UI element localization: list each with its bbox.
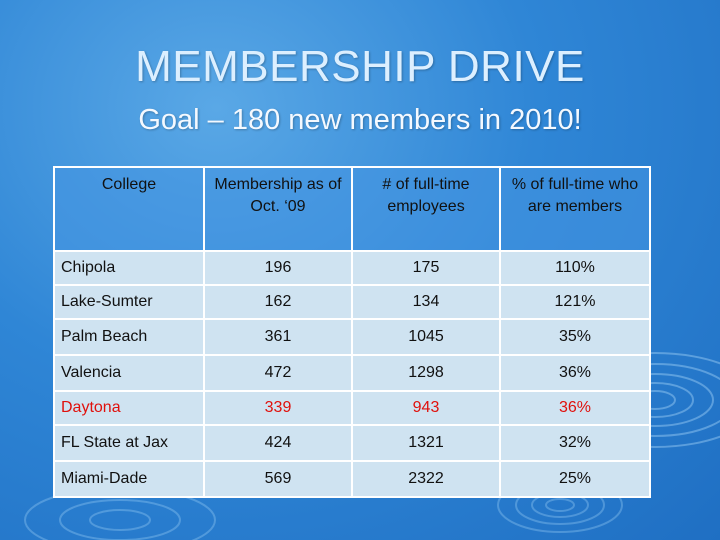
table-row: Lake-Sumter 162 134 121% (53, 284, 651, 320)
column-header-membership: Membership as of Oct. ‘09 (203, 166, 353, 252)
employees-cell: 1298 (351, 354, 501, 392)
membership-table: College Membership as of Oct. ‘09 # of f… (53, 166, 651, 498)
membership-cell: 339 (203, 390, 353, 426)
percent-cell: 36% (499, 354, 651, 392)
employees-cell: 943 (351, 390, 501, 426)
percent-cell: 35% (499, 318, 651, 356)
membership-cell: 361 (203, 318, 353, 356)
table-header-row: College Membership as of Oct. ‘09 # of f… (53, 166, 651, 252)
membership-cell: 472 (203, 354, 353, 392)
college-cell: Miami-Dade (53, 460, 205, 498)
membership-cell: 424 (203, 424, 353, 462)
table-row: Palm Beach 361 1045 35% (53, 318, 651, 356)
employees-cell: 1321 (351, 424, 501, 462)
slide-subtitle: Goal – 180 new members in 2010! (138, 104, 582, 136)
college-cell: FL State at Jax (53, 424, 205, 462)
college-cell: Chipola (53, 250, 205, 286)
employees-cell: 2322 (351, 460, 501, 498)
percent-cell: 25% (499, 460, 651, 498)
table-row: Valencia 472 1298 36% (53, 354, 651, 392)
slide-title: MEMBERSHIP DRIVE (135, 42, 585, 91)
employees-cell: 1045 (351, 318, 501, 356)
percent-cell: 121% (499, 284, 651, 320)
membership-cell: 162 (203, 284, 353, 320)
college-cell: Daytona (53, 390, 205, 426)
column-header-percent: % of full-time who are members (499, 166, 651, 252)
percent-cell: 36% (499, 390, 651, 426)
percent-cell: 110% (499, 250, 651, 286)
college-cell: Palm Beach (53, 318, 205, 356)
column-header-college: College (53, 166, 205, 252)
college-cell: Valencia (53, 354, 205, 392)
employees-cell: 134 (351, 284, 501, 320)
table-row: Miami-Dade 569 2322 25% (53, 460, 651, 498)
membership-cell: 569 (203, 460, 353, 498)
table-row: FL State at Jax 424 1321 32% (53, 424, 651, 462)
table-row-highlighted: Daytona 339 943 36% (53, 390, 651, 426)
column-header-employees: # of full-time employees (351, 166, 501, 252)
employees-cell: 175 (351, 250, 501, 286)
membership-cell: 196 (203, 250, 353, 286)
percent-cell: 32% (499, 424, 651, 462)
college-cell: Lake-Sumter (53, 284, 205, 320)
table-row: Chipola 196 175 110% (53, 250, 651, 286)
